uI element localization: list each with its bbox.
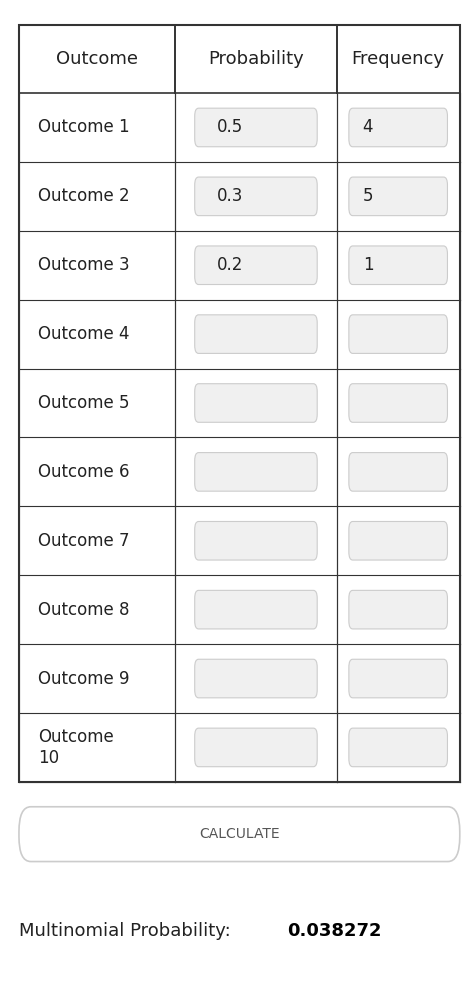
FancyBboxPatch shape bbox=[349, 383, 447, 422]
FancyBboxPatch shape bbox=[195, 591, 317, 628]
Text: Outcome 5: Outcome 5 bbox=[38, 394, 129, 412]
FancyBboxPatch shape bbox=[195, 315, 317, 354]
Text: 0.2: 0.2 bbox=[217, 256, 243, 274]
Text: Outcome 7: Outcome 7 bbox=[38, 532, 129, 550]
FancyBboxPatch shape bbox=[195, 246, 317, 285]
FancyBboxPatch shape bbox=[349, 177, 447, 216]
Text: Outcome 9: Outcome 9 bbox=[38, 669, 129, 687]
Text: Frequency: Frequency bbox=[352, 50, 445, 68]
Text: Outcome
10: Outcome 10 bbox=[38, 728, 113, 767]
Text: 0.038272: 0.038272 bbox=[287, 922, 381, 940]
FancyBboxPatch shape bbox=[349, 109, 447, 146]
Text: Outcome: Outcome bbox=[56, 50, 138, 68]
FancyBboxPatch shape bbox=[195, 452, 317, 491]
Bar bbox=[19, 25, 460, 782]
Text: CALCULATE: CALCULATE bbox=[199, 827, 280, 842]
FancyBboxPatch shape bbox=[349, 315, 447, 354]
Text: 0.3: 0.3 bbox=[217, 187, 243, 205]
Text: Multinomial Probability:: Multinomial Probability: bbox=[19, 922, 237, 940]
Text: Outcome 3: Outcome 3 bbox=[38, 256, 129, 274]
Text: 5: 5 bbox=[363, 187, 373, 205]
FancyBboxPatch shape bbox=[195, 177, 317, 216]
Text: Outcome 8: Outcome 8 bbox=[38, 601, 129, 619]
Text: Outcome 1: Outcome 1 bbox=[38, 119, 129, 136]
FancyBboxPatch shape bbox=[195, 383, 317, 422]
FancyBboxPatch shape bbox=[349, 246, 447, 285]
Text: Probability: Probability bbox=[208, 50, 304, 68]
FancyBboxPatch shape bbox=[19, 807, 460, 862]
FancyBboxPatch shape bbox=[349, 522, 447, 560]
FancyBboxPatch shape bbox=[349, 591, 447, 628]
FancyBboxPatch shape bbox=[349, 728, 447, 767]
FancyBboxPatch shape bbox=[349, 659, 447, 698]
FancyBboxPatch shape bbox=[195, 728, 317, 767]
Text: Outcome 2: Outcome 2 bbox=[38, 187, 129, 205]
Text: 4: 4 bbox=[363, 119, 373, 136]
FancyBboxPatch shape bbox=[195, 109, 317, 146]
FancyBboxPatch shape bbox=[195, 522, 317, 560]
Text: Outcome 4: Outcome 4 bbox=[38, 325, 129, 343]
Text: 1: 1 bbox=[363, 256, 374, 274]
Text: 0.5: 0.5 bbox=[217, 119, 243, 136]
Text: Outcome 6: Outcome 6 bbox=[38, 463, 129, 481]
FancyBboxPatch shape bbox=[349, 452, 447, 491]
FancyBboxPatch shape bbox=[195, 659, 317, 698]
